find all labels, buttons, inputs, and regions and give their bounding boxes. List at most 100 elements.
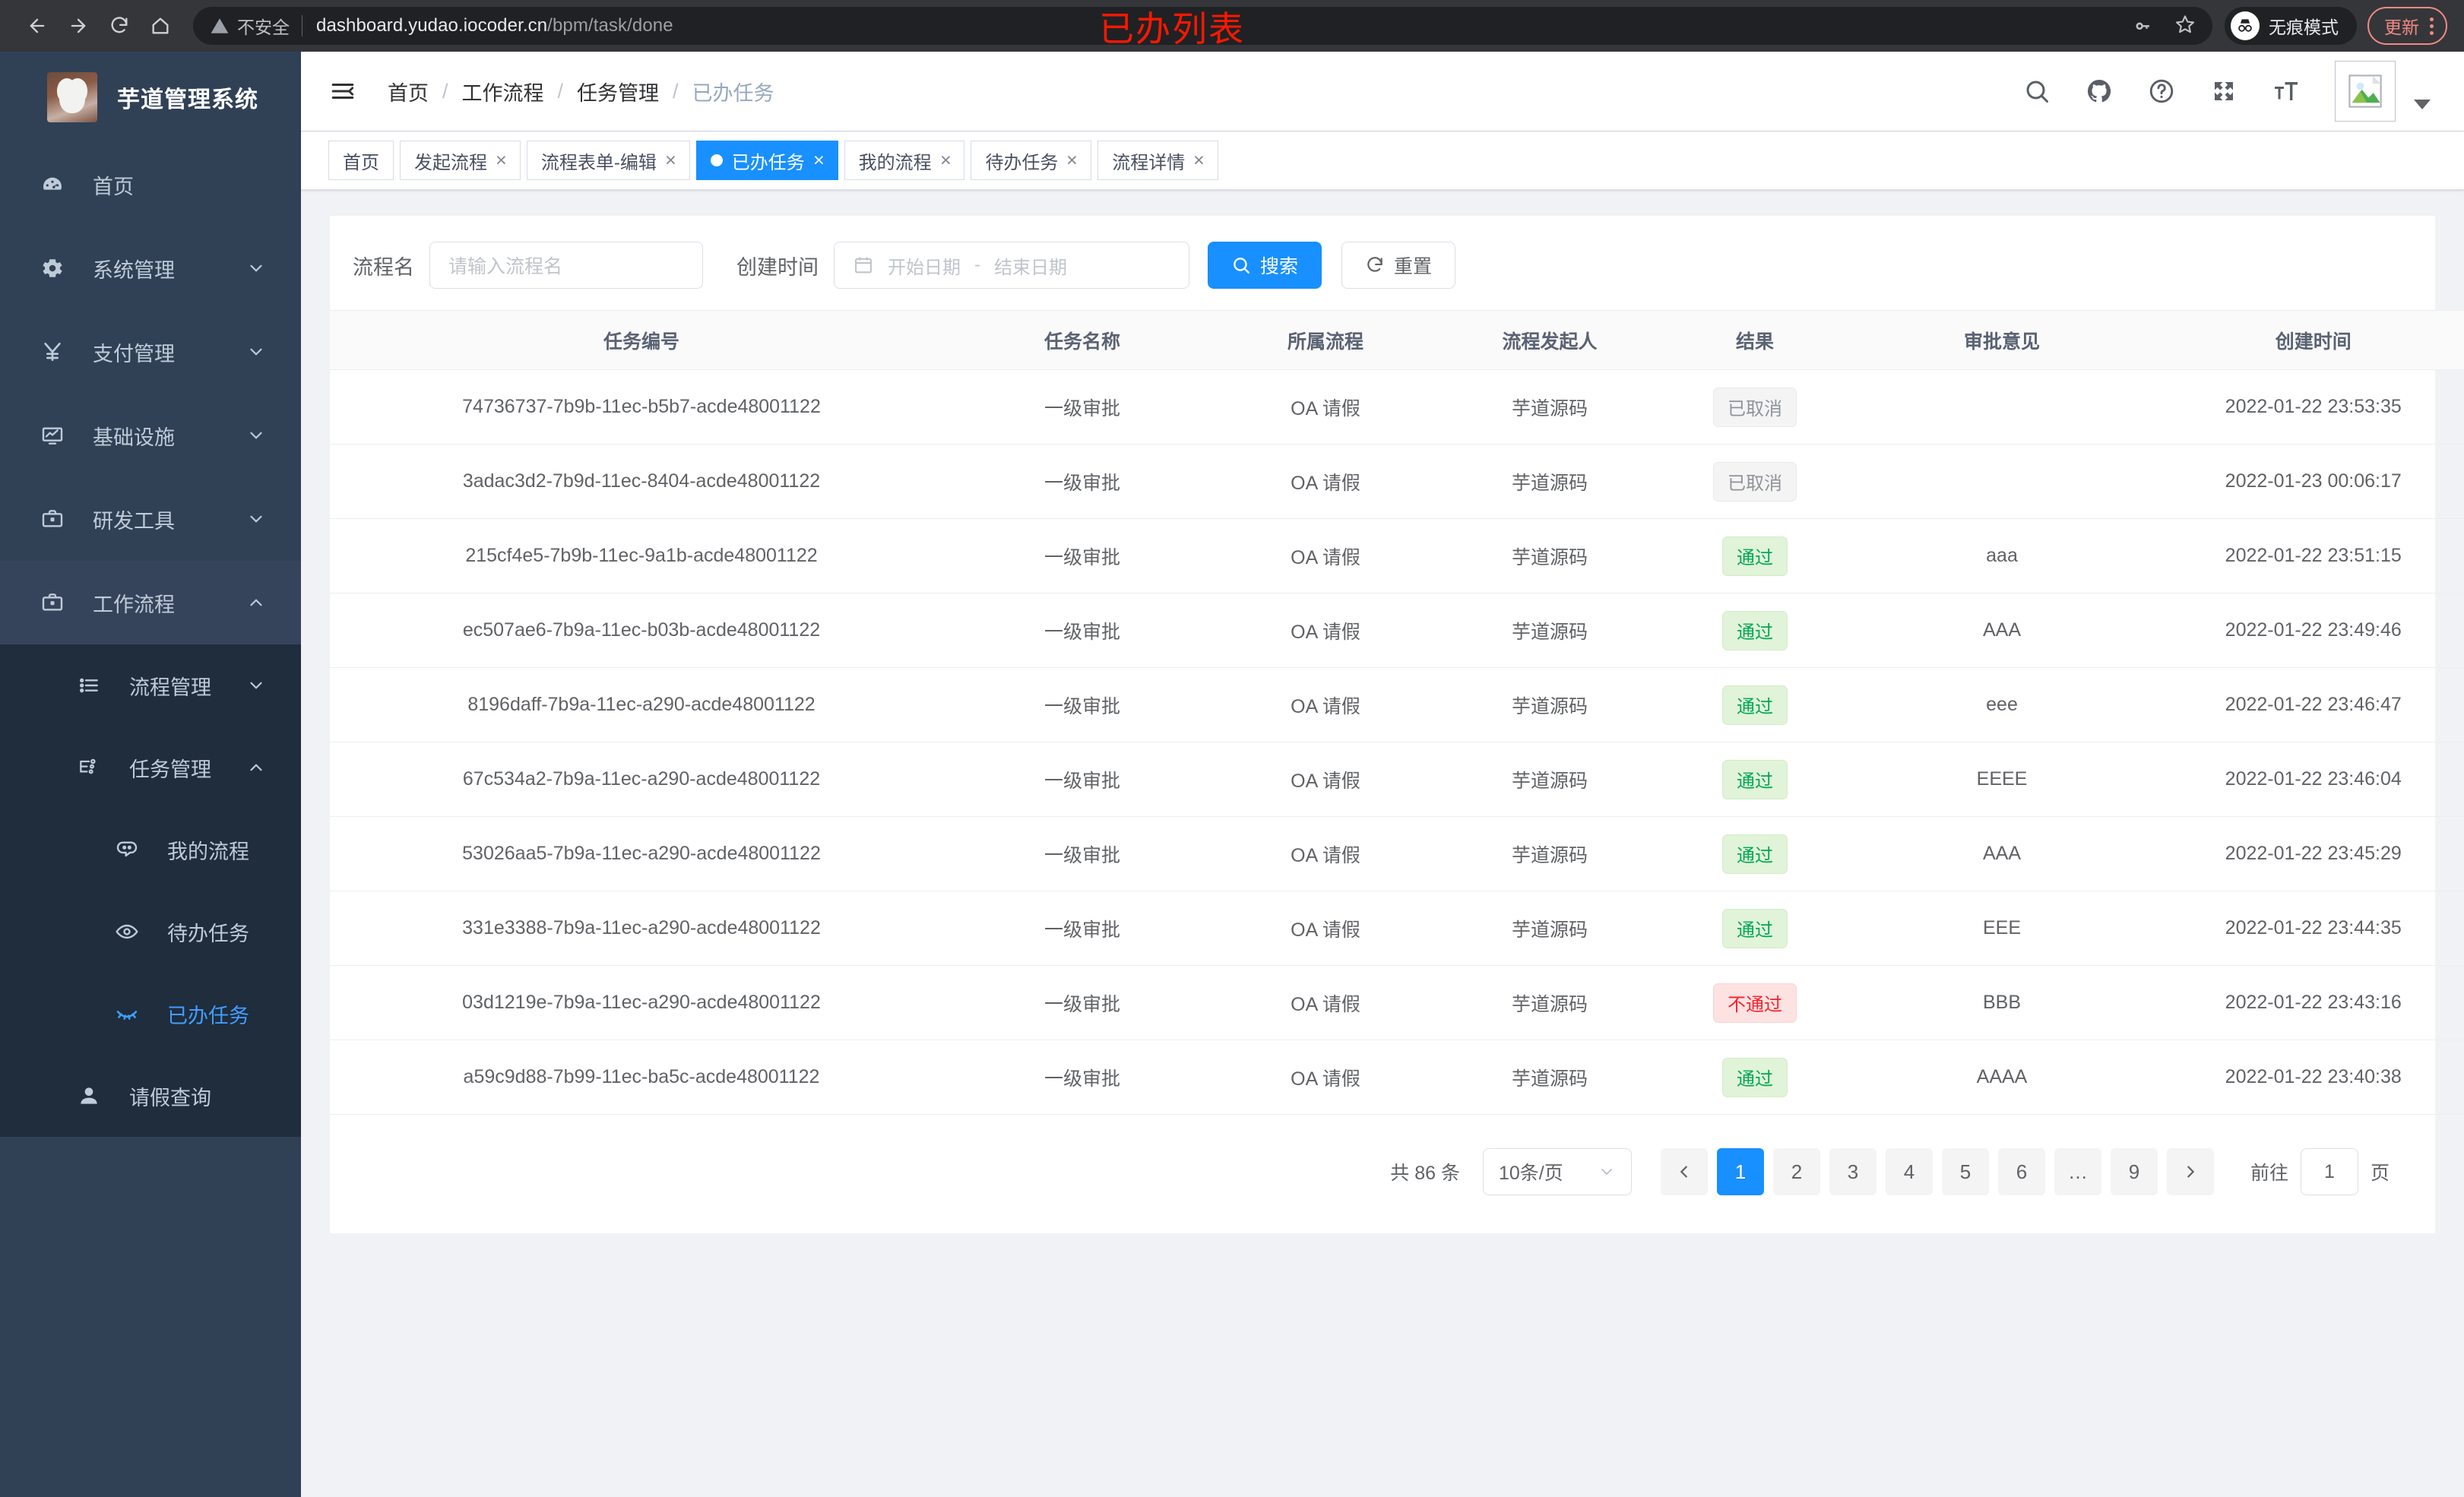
font-size-icon[interactable] <box>2272 78 2300 105</box>
close-icon[interactable]: × <box>1066 149 1078 171</box>
page-ellipsis[interactable]: … <box>2054 1148 2101 1195</box>
cell-task-name: 一级审批 <box>953 742 1211 817</box>
status-badge: 通过 <box>1722 908 1788 948</box>
address-bar[interactable]: 不安全 dashboard.yudao.iocoder.cn/bpm/task/… <box>193 7 2212 45</box>
cell-created: 2022-01-22 23:44:35 <box>2154 891 2464 966</box>
page-button-5[interactable]: 5 <box>1941 1148 1989 1195</box>
search-button[interactable]: 搜索 <box>1208 242 1322 289</box>
sidebar-label: 我的流程 <box>167 840 249 863</box>
home-button[interactable] <box>140 5 181 46</box>
next-page-button[interactable] <box>2166 1148 2214 1195</box>
cell-created: 2022-01-22 23:46:47 <box>2154 667 2464 742</box>
sidebar-item-done-task[interactable]: 已办任务 <box>0 973 301 1055</box>
cell-task-id: ec507ae6-7b9a-11ec-b03b-acde48001122 <box>330 593 953 668</box>
cell-task-id: a59c9d88-7b99-11ec-ba5c-acde48001122 <box>330 1040 953 1115</box>
table-row: 3adac3d2-7b9d-11ec-8404-acde48001122 一级审批… <box>330 444 2464 519</box>
incognito-indicator[interactable]: 无痕模式 <box>2225 7 2357 45</box>
tab-my-process[interactable]: 我的流程 × <box>844 141 965 180</box>
sidebar-label: 待办任务 <box>167 922 249 945</box>
sidebar-item-home[interactable]: 首页 <box>0 143 301 226</box>
tab-home[interactable]: 首页 <box>328 141 394 180</box>
github-icon[interactable] <box>2086 78 2113 105</box>
table-row: 215cf4e5-7b9b-11ec-9a1b-acde48001122 一级审批… <box>330 518 2464 593</box>
sidebar-label: 请假查询 <box>129 1086 211 1109</box>
password-key-icon[interactable] <box>2133 14 2155 39</box>
bookmark-star-icon[interactable] <box>2174 14 2196 39</box>
breadcrumb-item-2[interactable]: 任务管理 <box>577 81 660 105</box>
breadcrumb-item-1[interactable]: 工作流程 <box>461 81 544 105</box>
search-icon[interactable] <box>2023 78 2051 105</box>
th-result: 结果 <box>1660 310 1850 370</box>
cell-comment: AAA <box>1850 593 2154 668</box>
date-range-picker[interactable]: 开始日期 - 结束日期 <box>834 242 1189 289</box>
cell-result: 已取消 <box>1660 369 1850 445</box>
sidebar-item-task-manage[interactable]: 任务管理 <box>0 726 301 809</box>
update-browser-button[interactable]: 更新 <box>2367 7 2447 45</box>
cell-process: OA 请假 <box>1211 518 1439 593</box>
close-icon[interactable]: × <box>1193 149 1205 171</box>
close-icon[interactable]: × <box>664 149 676 171</box>
th-comment: 审批意见 <box>1850 310 2154 370</box>
tab-todo-task[interactable]: 待办任务 × <box>971 141 1092 180</box>
cell-created: 2022-01-22 23:49:46 <box>2154 593 2464 668</box>
status-badge: 通过 <box>1722 536 1788 576</box>
page-button-6[interactable]: 6 <box>1997 1148 2045 1195</box>
tab-done-task[interactable]: 已办任务 × <box>695 141 838 180</box>
fullscreen-icon[interactable] <box>2210 78 2238 105</box>
sidebar-item-process-manage[interactable]: 流程管理 <box>0 644 301 726</box>
cell-created: 2022-01-22 23:40:38 <box>2154 1040 2464 1115</box>
close-icon[interactable]: × <box>496 149 507 171</box>
tab-process-detail[interactable]: 流程详情 × <box>1097 141 1219 180</box>
tab-process-form-edit[interactable]: 流程表单-编辑 × <box>526 141 690 180</box>
sidebar-toggle-icon[interactable] <box>330 78 356 104</box>
chevron-down-icon[interactable] <box>2414 100 2431 109</box>
cell-task-name: 一级审批 <box>953 444 1211 519</box>
avatar[interactable] <box>2335 61 2396 122</box>
not-secure-warning-icon <box>210 16 230 36</box>
cell-result: 通过 <box>1660 742 1850 817</box>
forward-button[interactable] <box>58 5 99 46</box>
sidebar-item-workflow[interactable]: 工作流程 <box>0 561 301 644</box>
tab-start-process[interactable]: 发起流程 × <box>400 141 521 180</box>
cell-task-id: 8196daff-7b9a-11ec-a290-acde48001122 <box>330 667 953 742</box>
sidebar-item-infrastructure[interactable]: 基础设施 <box>0 394 301 477</box>
cell-created: 2022-01-22 23:53:35 <box>2154 369 2464 445</box>
close-icon[interactable]: × <box>812 149 825 171</box>
browser-menu-icon[interactable] <box>2430 17 2434 35</box>
briefcase-icon <box>29 507 76 531</box>
start-date-placeholder: 开始日期 <box>888 257 961 278</box>
page-size-select[interactable]: 10条/页 <box>1482 1148 1632 1195</box>
chevron-up-icon <box>246 593 266 612</box>
status-badge: 已取消 <box>1713 387 1797 427</box>
table-row: 53026aa5-7b9a-11ec-a290-acde48001122 一级审批… <box>330 816 2464 891</box>
prev-page-button[interactable] <box>1660 1148 1708 1195</box>
breadcrumb-item-0[interactable]: 首页 <box>388 81 429 105</box>
close-icon[interactable]: × <box>939 149 952 171</box>
page-button-2[interactable]: 2 <box>1772 1148 1820 1195</box>
chevron-down-icon <box>246 509 266 529</box>
page-button-1[interactable]: 1 <box>1716 1148 1764 1195</box>
gear-icon <box>29 256 76 280</box>
sidebar-item-dev-tools[interactable]: 研发工具 <box>0 477 301 561</box>
sidebar-item-payment[interactable]: 支付管理 <box>0 310 301 394</box>
sidebar-label: 首页 <box>93 175 134 198</box>
page-button-4[interactable]: 4 <box>1885 1148 1933 1195</box>
cell-comment: aaa <box>1850 518 2154 593</box>
reload-button[interactable] <box>99 5 140 46</box>
back-button[interactable] <box>17 5 58 46</box>
sidebar-logo[interactable]: 芋道管理系统 <box>0 52 301 143</box>
node-icon <box>65 755 112 780</box>
page-button-9[interactable]: 9 <box>2110 1148 2158 1195</box>
page-button-3[interactable]: 3 <box>1829 1148 1877 1195</box>
breadcrumb-separator: / <box>673 79 679 103</box>
sidebar-item-leave-query[interactable]: 请假查询 <box>0 1055 301 1137</box>
list-icon <box>65 673 112 698</box>
goto-page-input[interactable]: 1 <box>2300 1148 2358 1195</box>
process-name-input[interactable]: 请输入流程名 <box>429 242 703 289</box>
sidebar-item-todo-task[interactable]: 待办任务 <box>0 891 301 973</box>
eye-close-icon <box>103 1002 150 1026</box>
sidebar-item-my-process[interactable]: 我的流程 <box>0 809 301 891</box>
help-icon[interactable] <box>2148 78 2175 105</box>
sidebar-item-system[interactable]: 系统管理 <box>0 226 301 310</box>
reset-button[interactable]: 重置 <box>1341 242 1456 289</box>
